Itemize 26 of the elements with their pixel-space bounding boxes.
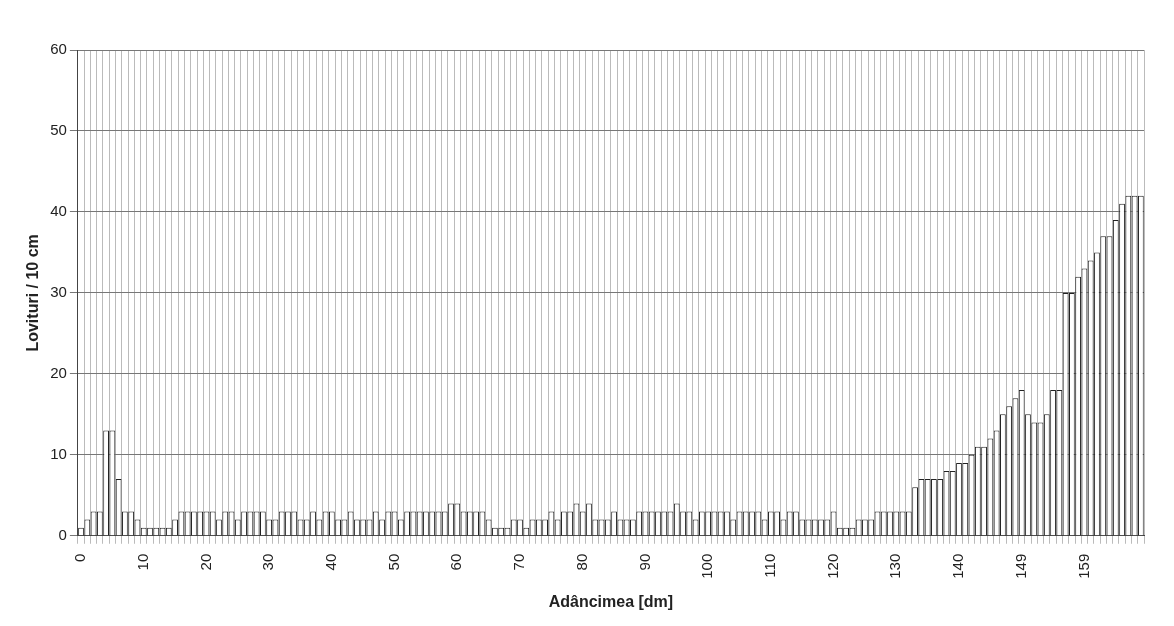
x-tick-label: 120 [823, 553, 841, 579]
y-tick-label: 30 [50, 283, 67, 301]
x-tick-label: 60 [447, 553, 465, 571]
x-tick-label: 10 [133, 553, 151, 571]
y-tick-label: 10 [50, 444, 67, 462]
x-tick-label: 149 [1011, 553, 1029, 579]
x-tick-label: 90 [635, 553, 653, 571]
y-tick-label: 20 [50, 363, 67, 381]
x-tick-label: 0 [71, 553, 89, 563]
x-tick-label: 100 [698, 553, 716, 579]
x-tick-label: 30 [259, 553, 277, 571]
x-axis-title: Adâncimea [dm] [548, 592, 674, 610]
x-tick-label: 110 [761, 553, 778, 578]
y-tick-label: 50 [50, 121, 67, 139]
x-tick-label: 130 [886, 553, 904, 579]
y-tick-label: 60 [50, 40, 67, 58]
x-tick-label: 40 [322, 553, 340, 571]
x-tick-label: 50 [384, 553, 402, 571]
y-axis-title: Lovituri / 10 cm [24, 234, 42, 352]
x-tick-label: 20 [196, 553, 214, 571]
x-tick-label: 159 [1074, 553, 1092, 579]
x-tick-label: 70 [510, 553, 528, 571]
x-tick-label: 80 [572, 553, 590, 571]
y-tick-label: 40 [50, 202, 67, 220]
y-tick-label: 0 [58, 525, 67, 543]
x-tick-label: 140 [949, 553, 967, 579]
